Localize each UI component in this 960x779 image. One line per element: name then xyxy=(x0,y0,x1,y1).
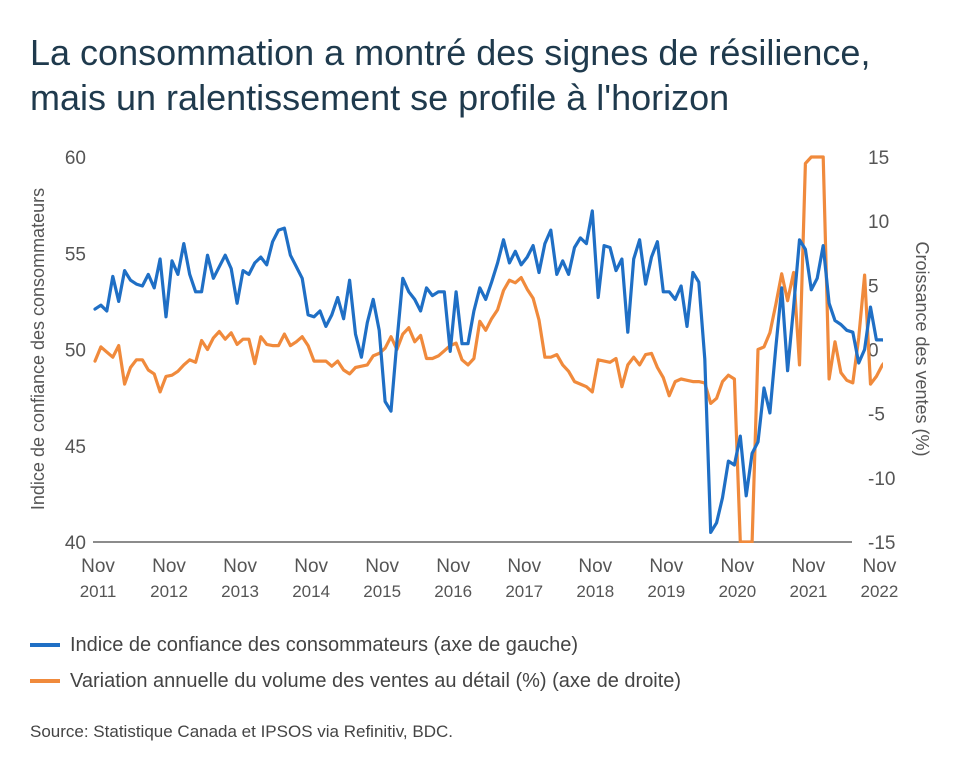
x-tick-year: 2016 xyxy=(434,582,472,601)
left-tick-label: 50 xyxy=(65,341,86,362)
legend-item-confidence: Indice de confiance des consommateurs (a… xyxy=(30,627,681,663)
right-tick-label: -15 xyxy=(868,533,895,554)
x-tick-month: Nov xyxy=(152,556,186,577)
right-tick-label: -10 xyxy=(868,469,895,490)
right-axis-label: Croissance des ventes (%) xyxy=(912,241,932,456)
x-tick-year: 2011 xyxy=(80,582,117,601)
x-tick-year: 2014 xyxy=(292,582,330,601)
x-tick-month: Nov xyxy=(81,556,115,577)
left-tick-label: 60 xyxy=(65,148,86,169)
x-tick-year: 2018 xyxy=(576,582,614,601)
x-tick-month: Nov xyxy=(578,556,612,577)
x-tick-month: Nov xyxy=(863,556,897,577)
legend-item-retail: Variation annuelle du volume des ventes … xyxy=(30,663,681,699)
chart-title-line-2: mais un ralentissement se profile à l'ho… xyxy=(30,77,730,118)
x-tick-year: 2015 xyxy=(363,582,401,601)
series-layer xyxy=(93,155,883,543)
chart-title-line-1: La consommation a montré des signes de r… xyxy=(30,32,871,73)
left-tick-label: 40 xyxy=(65,533,86,554)
left-axis-ticks: 60 55 50 45 40 xyxy=(65,148,86,554)
series-line-retail xyxy=(93,155,883,543)
x-tick-month: Nov xyxy=(294,556,328,577)
right-axis-ticks: 15 10 5 0 -5 -10 -15 xyxy=(868,148,895,554)
x-tick-month: Nov xyxy=(720,556,754,577)
legend-label-confidence: Indice de confiance des consommateurs (a… xyxy=(70,633,579,656)
x-tick-year: 2020 xyxy=(718,582,756,601)
x-tick-year: 2012 xyxy=(150,582,188,601)
legend-swatch-confidence xyxy=(30,643,60,647)
left-tick-label: 45 xyxy=(65,437,86,458)
left-tick-label: 55 xyxy=(65,244,86,265)
source-note: Source: Statistique Canada et IPSOS via … xyxy=(30,722,453,741)
right-tick-label: 10 xyxy=(868,212,889,233)
left-axis-label: Indice de confiance des consommateurs xyxy=(28,188,48,510)
x-tick-month: Nov xyxy=(792,556,826,577)
legend-label-retail: Variation annuelle du volume des ventes … xyxy=(70,669,682,692)
x-tick-year: 2013 xyxy=(221,582,259,601)
x-axis-ticks: Nov 2011 Nov 2012 Nov 2013 Nov 2014 Nov 2015 Nov 20… xyxy=(80,556,899,601)
x-tick-month: Nov xyxy=(365,556,399,577)
x-tick-month: Nov xyxy=(223,556,257,577)
legend: Indice de confiance des consommateurs (a… xyxy=(30,627,681,699)
right-tick-label: 5 xyxy=(868,276,879,297)
legend-swatch-retail xyxy=(30,679,60,683)
right-tick-label: -5 xyxy=(868,405,885,426)
x-tick-year: 2017 xyxy=(505,582,543,601)
x-tick-month: Nov xyxy=(507,556,541,577)
right-tick-label: 15 xyxy=(868,148,889,169)
right-tick-label: 0 xyxy=(868,341,879,362)
x-tick-year: 2019 xyxy=(647,582,685,601)
series-line-confidence xyxy=(93,209,883,535)
x-tick-year: 2022 xyxy=(861,582,899,601)
chart-title: La consommation a montré des signes de r… xyxy=(30,30,940,120)
x-tick-month: Nov xyxy=(436,556,470,577)
x-tick-year: 2021 xyxy=(789,582,827,601)
x-tick-month: Nov xyxy=(649,556,683,577)
